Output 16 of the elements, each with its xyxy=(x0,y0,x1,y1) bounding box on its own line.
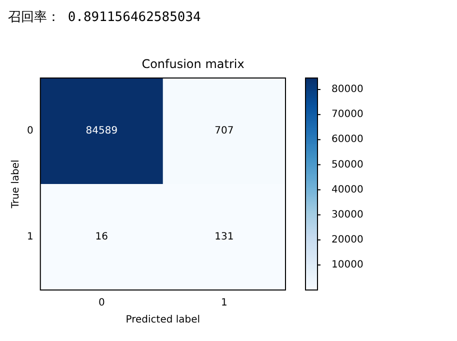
chart-title: Confusion matrix xyxy=(142,56,244,71)
color-bar-label: 60000 xyxy=(332,134,364,146)
x-axis-title: Predicted label xyxy=(126,314,200,326)
color-bar-label: 10000 xyxy=(332,260,364,271)
data-label: 84589 xyxy=(86,126,118,137)
color-bar-label: 70000 xyxy=(332,109,364,120)
text: 召回率： 0.891156462585034 xyxy=(8,9,202,26)
color-bar-label: 80000 xyxy=(332,84,364,96)
color-bar-label: 40000 xyxy=(332,184,364,196)
color-bar-label: 50000 xyxy=(332,159,364,170)
y-axis-title: True label xyxy=(10,160,22,210)
color-bar-label: 30000 xyxy=(332,209,364,220)
color-bar-label: 20000 xyxy=(332,234,364,246)
data-label: 131 xyxy=(214,232,234,243)
data-label: 707 xyxy=(214,126,234,137)
data-label: 16 xyxy=(95,232,108,243)
